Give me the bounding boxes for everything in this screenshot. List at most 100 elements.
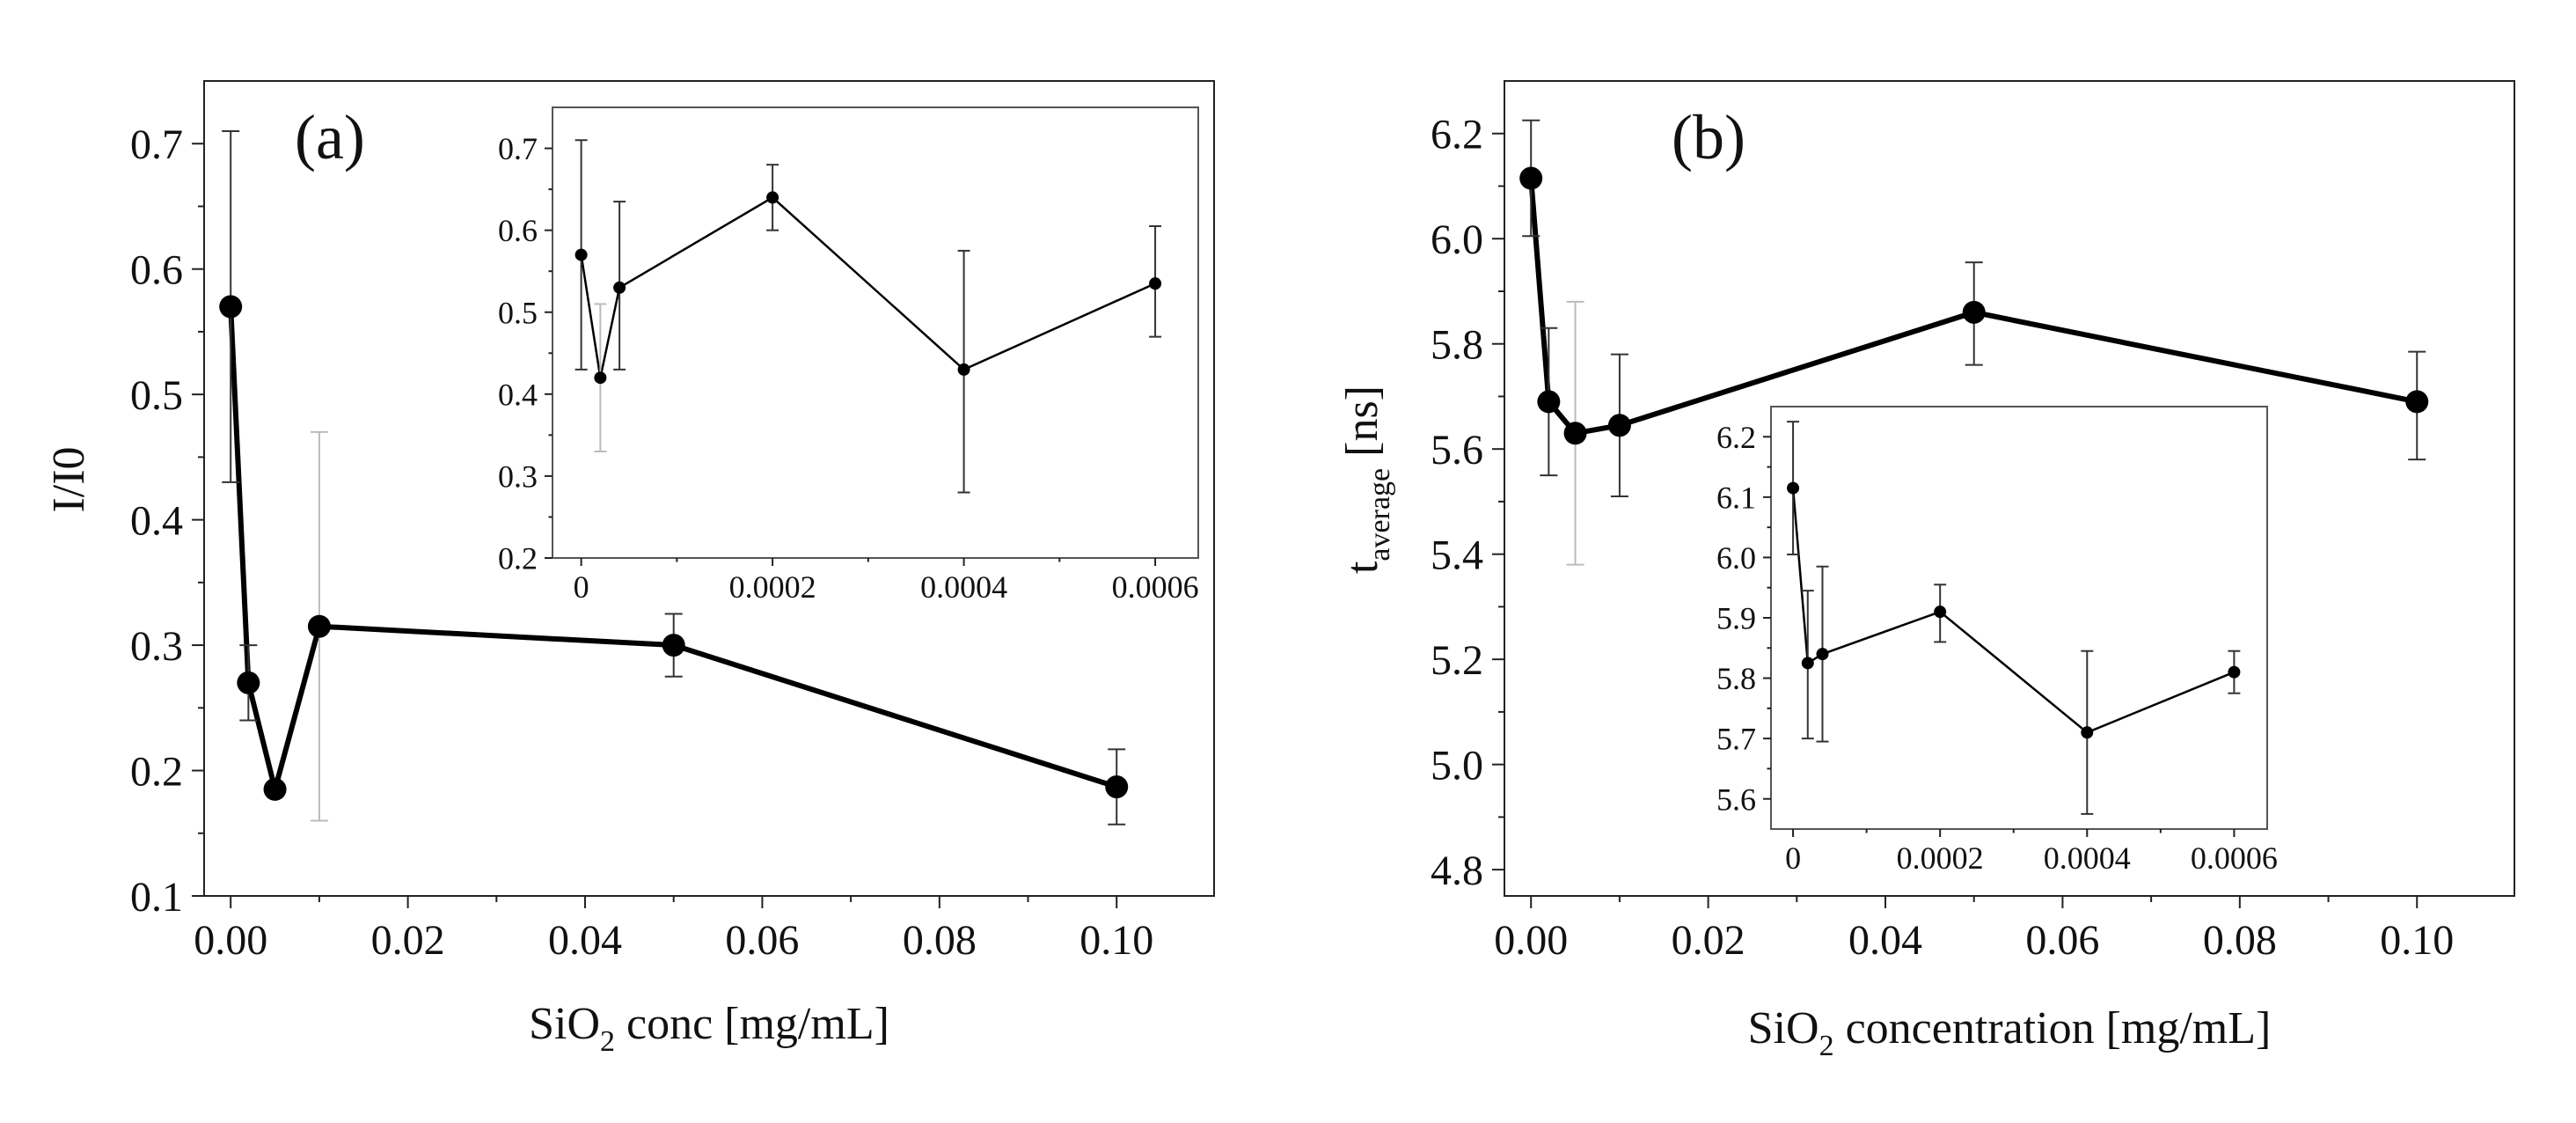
inset-y-tick-label: 5.6 (1716, 782, 1756, 817)
main-x-tick-label: 0.08 (903, 917, 977, 964)
inset-plot-frame (552, 106, 1199, 559)
main-x-tick-label: 0.00 (1494, 917, 1568, 964)
inset-data-point (957, 363, 970, 376)
inset-y-tick-label: 0.5 (498, 295, 538, 330)
x-axis-label-subscript: 2 (1819, 1030, 1834, 1062)
inset-y-tick-label: 6.0 (1716, 540, 1756, 576)
main-x-tick-label: 0.04 (548, 917, 622, 964)
main-y-tick-label: 0.3 (130, 623, 183, 670)
inset-x-tick-label: 0.0002 (1897, 840, 1984, 876)
main-y-tick-label: 0.6 (130, 246, 183, 293)
main-series-line (228, 306, 1118, 792)
main-x-tick-label: 0.06 (725, 917, 799, 964)
main-y-tick-label: 5.6 (1431, 427, 1483, 473)
inset-data-point (574, 248, 588, 261)
main-y-tick-label: 5.2 (1431, 637, 1483, 684)
panel-title: (b) (1672, 102, 1745, 172)
main-data-point (1563, 422, 1587, 445)
inset-x-tick-label: 0.0006 (1112, 569, 1199, 605)
x-axis-label: SiO2 concentration [mg/mL] (1748, 1003, 2272, 1062)
main-x-tick-label: 0.08 (2203, 917, 2277, 964)
inset-y-tick-label: 6.2 (1716, 420, 1756, 455)
main-data-point (1962, 300, 1986, 324)
main-x-tick-label: 0.02 (371, 917, 445, 964)
inset-x-tick-label: 0 (1785, 840, 1801, 876)
inset-x-tick-label: 0 (574, 569, 589, 605)
inset-background (553, 107, 1198, 558)
main-data-point (1519, 166, 1543, 190)
main-y-tick-label: 6.0 (1431, 217, 1483, 263)
main-y-tick-label: 0.2 (130, 748, 183, 795)
main-y-tick-label: 4.8 (1431, 848, 1483, 894)
inset-chart: 0 0.0002 0.0004 0.0006 0.2 0.3 0.4 0.5 0.6 0.7 (498, 106, 1199, 605)
main-data-point (307, 614, 331, 638)
inset-y-tick-label: 5.9 (1716, 601, 1756, 636)
inset-background (1771, 407, 2267, 829)
x-axis-label: SiO2 conc [mg/mL] (529, 999, 889, 1058)
main-data-point (1105, 775, 1129, 799)
inset-data-point (2228, 665, 2241, 679)
x-axis-label-main: SiO (529, 999, 600, 1049)
inset-data-point (1934, 606, 1947, 619)
main-y-tick-label: 5.0 (1431, 742, 1483, 789)
inset-y-tick-label: 5.8 (1716, 661, 1756, 696)
main-data-point (1607, 414, 1631, 437)
panel-a: 0.00 0.02 0.04 0.06 0.08 0.100.10.20.30.40.50… (44, 80, 1215, 1058)
inset-chart: 0 0.0002 0.0004 0.0006 5.6 5.7 5.8 5.9 6.0 6.1 6.2 (1716, 406, 2278, 876)
main-series-line (1528, 178, 2418, 437)
main-y-tick-label: 6.2 (1431, 112, 1483, 158)
inset-y-tick-label: 5.7 (1716, 722, 1756, 757)
inset-series-line (1791, 488, 2235, 734)
inset-data-point (1149, 277, 1162, 290)
inset-data-point (1787, 481, 1800, 495)
y-axis-label: I/I0 (44, 446, 94, 512)
inset-data-point (2081, 726, 2094, 739)
x-axis-label-rest: conc [mg/mL] (615, 999, 889, 1049)
inset-x-tick-label: 0.0004 (2044, 840, 2131, 876)
main-x-tick-label: 0.02 (1672, 917, 1745, 964)
inset-x-tick-label: 0.0004 (920, 569, 1007, 605)
x-axis-label-subscript: 2 (600, 1025, 615, 1058)
main-x-tick-label: 0.04 (1848, 917, 1922, 964)
inset-x-tick-label: 0.0002 (729, 569, 816, 605)
main-plot-frame (1504, 80, 2515, 897)
main-data-point (263, 777, 287, 801)
inset-data-point (1801, 657, 1814, 670)
main-data-point (1537, 390, 1561, 414)
main-y-tick-label: 5.8 (1431, 322, 1483, 369)
main-y-tick-label: 5.4 (1431, 532, 1483, 578)
x-axis-label-main: SiO (1748, 1003, 1819, 1053)
y-axis-label-main: t (1337, 561, 1387, 574)
inset-data-point (1816, 648, 1829, 661)
main-data-point (219, 295, 243, 319)
inset-y-tick-label: 0.6 (498, 213, 538, 248)
panel-b: 0.00 0.02 0.04 0.06 0.08 0.10 4.8 5.0 5.2 5.4 5.6 5… (1337, 80, 2515, 1062)
y-axis-label-subscript: average (1364, 468, 1396, 562)
main-data-point (662, 634, 685, 657)
x-axis-label-rest: concentration [mg/mL] (1834, 1003, 2272, 1053)
main-plot-frame (203, 80, 1215, 897)
main-data-point (2405, 390, 2429, 414)
inset-x-tick-label: 0.0006 (2191, 840, 2278, 876)
main-x-tick-label: 0.06 (2025, 917, 2099, 964)
main-x-tick-label: 0.10 (1079, 917, 1153, 964)
inset-data-point (613, 281, 626, 294)
inset-y-tick-label: 0.7 (498, 131, 538, 166)
main-y-tick-label: 0.4 (130, 497, 183, 544)
inset-series-line (580, 195, 1156, 378)
main-y-tick-label: 0.1 (130, 874, 183, 921)
inset-data-point (766, 191, 779, 204)
inset-y-tick-label: 0.2 (498, 541, 538, 576)
y-axis-label-rest: [ns] (1337, 385, 1387, 468)
main-x-tick-label: 0.10 (2380, 917, 2454, 964)
y-axis-label: taverage [ns] (1337, 385, 1396, 574)
main-y-tick-label: 0.7 (130, 121, 183, 168)
inset-y-tick-label: 0.3 (498, 459, 538, 495)
main-data-point (237, 671, 260, 694)
inset-y-tick-label: 0.4 (498, 377, 538, 412)
panel-title: (a) (295, 102, 365, 172)
inset-y-tick-label: 6.1 (1716, 480, 1756, 515)
inset-data-point (594, 371, 607, 385)
main-x-tick-label: 0.00 (194, 917, 267, 964)
